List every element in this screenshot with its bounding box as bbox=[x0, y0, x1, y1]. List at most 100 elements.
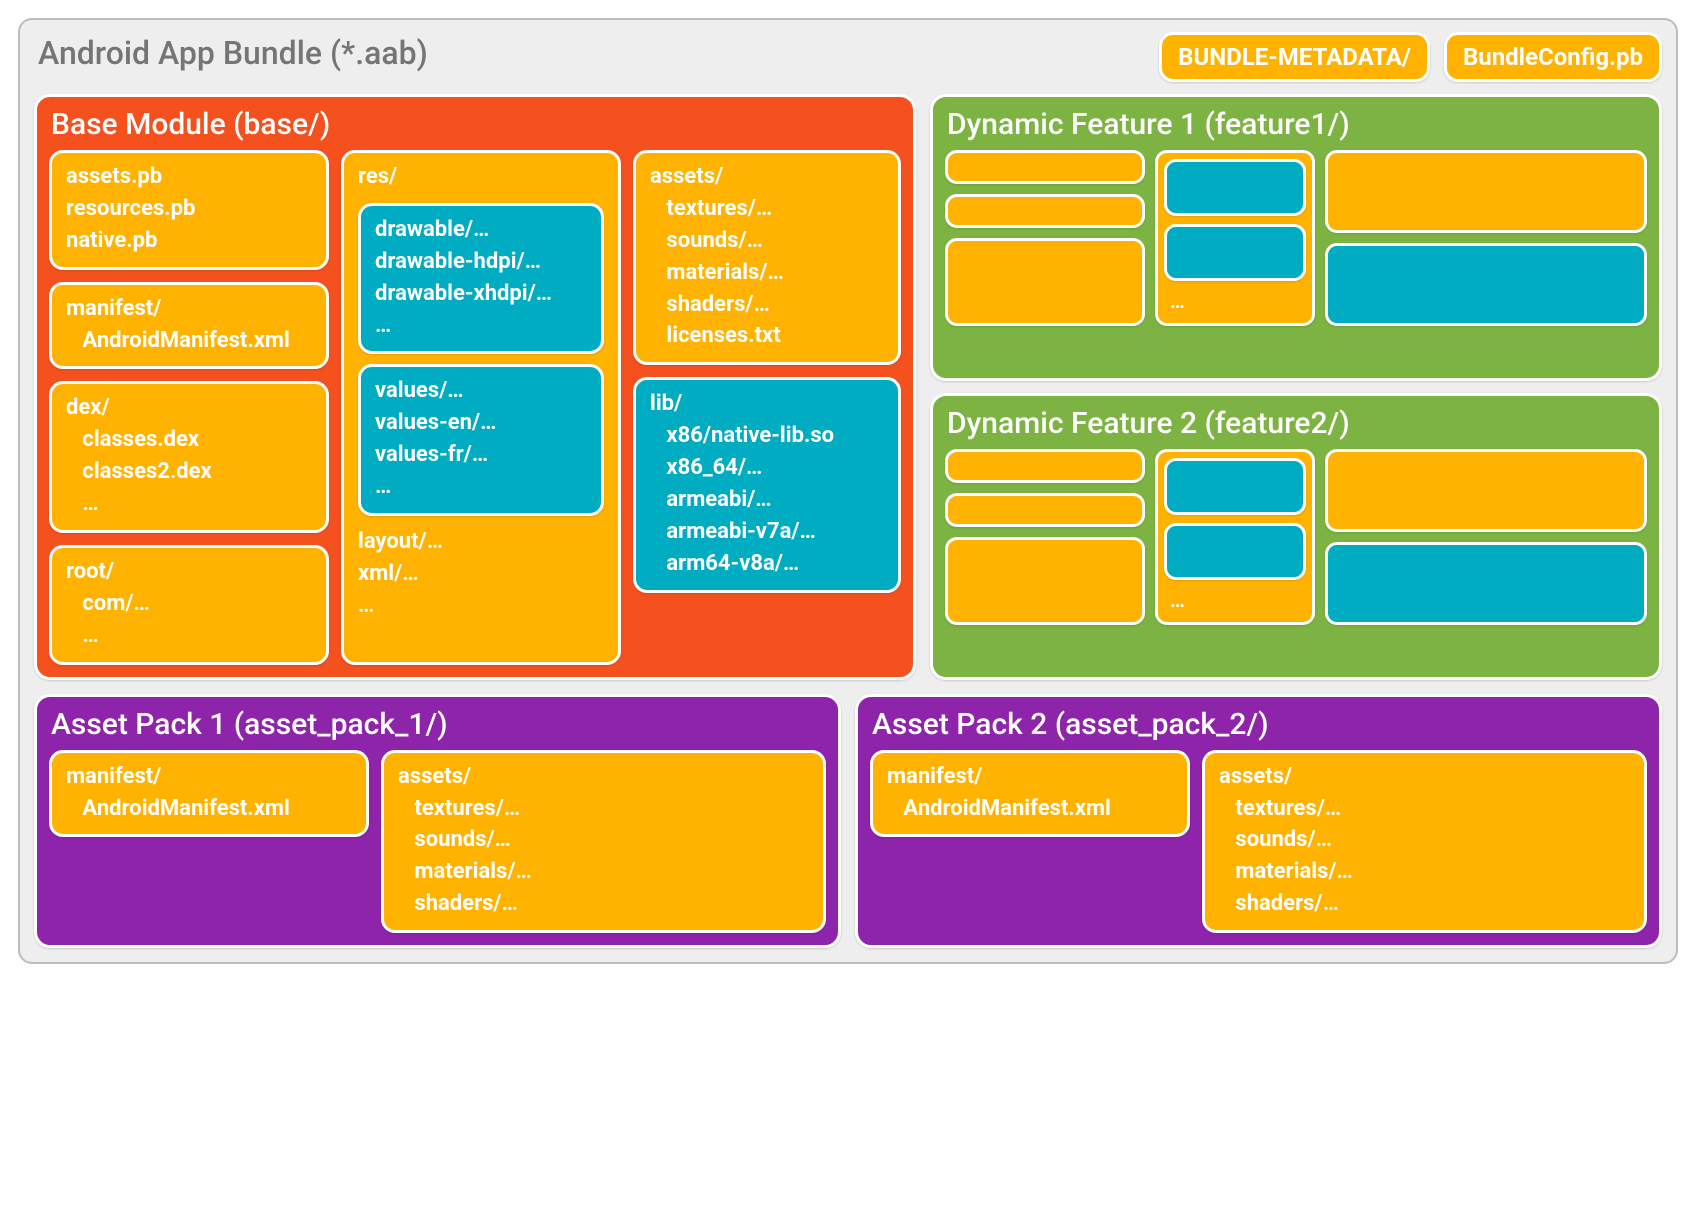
text-line: shaders/… bbox=[398, 888, 809, 920]
text-line: textures/… bbox=[1219, 793, 1630, 825]
asset1-manifest: manifest/ AndroidManifest.xml bbox=[49, 750, 369, 838]
feature2-title: Dynamic Feature 2 (feature2/) bbox=[947, 406, 1647, 441]
row-top: Base Module (base/) assets.pbresources.p… bbox=[34, 94, 1662, 680]
f2-mini-2 bbox=[945, 493, 1145, 527]
f1-mini-res: … bbox=[1155, 150, 1315, 326]
text-line: … bbox=[358, 590, 604, 622]
text-line: textures/… bbox=[398, 793, 809, 825]
base-col3: assets/ textures/… sounds/… materials/… … bbox=[633, 150, 901, 665]
text-line: materials/… bbox=[1219, 856, 1630, 888]
base-title: Base Module (base/) bbox=[51, 107, 901, 142]
text-line: com/… bbox=[66, 588, 312, 620]
text-line: x86/native-lib.so bbox=[650, 420, 884, 452]
text-line: classes.dex bbox=[66, 424, 312, 456]
f2-mini-res-a bbox=[1164, 458, 1306, 515]
text-line: manifest/ bbox=[66, 293, 312, 325]
text-line: textures/… bbox=[650, 193, 884, 225]
asset2-assets: assets/ textures/… sounds/… materials/… … bbox=[1202, 750, 1647, 933]
base-col2: res/ drawable/…drawable-hdpi/…drawable-x… bbox=[341, 150, 621, 665]
text-line: materials/… bbox=[650, 257, 884, 289]
text-line: values-en/… bbox=[375, 407, 587, 439]
text-line: assets/ bbox=[1219, 761, 1630, 793]
text-line: values-fr/… bbox=[375, 439, 587, 471]
feature1-module: Dynamic Feature 1 (feature1/) … bbox=[930, 94, 1662, 381]
base-card-lib: lib/ x86/native-lib.so x86_64/… armeabi/… bbox=[633, 377, 901, 592]
text-line: assets.pb bbox=[66, 161, 312, 193]
text-line: native.pb bbox=[66, 225, 312, 257]
pill-bundle-metadata: BUNDLE-METADATA/ bbox=[1159, 32, 1430, 82]
f1-mini-1 bbox=[945, 150, 1145, 184]
text-line: shaders/… bbox=[1219, 888, 1630, 920]
base-card-pb: assets.pbresources.pbnative.pb bbox=[49, 150, 329, 270]
f1-mini-res-a bbox=[1164, 159, 1306, 216]
f1-mini-res-label: … bbox=[1164, 289, 1191, 317]
text-line: drawable/… bbox=[375, 214, 587, 246]
f2-mini-res-label: … bbox=[1164, 588, 1191, 616]
text-line: sounds/… bbox=[1219, 824, 1630, 856]
text-line: shaders/… bbox=[650, 289, 884, 321]
asset1-module: Asset Pack 1 (asset_pack_1/) manifest/ A… bbox=[34, 694, 841, 948]
text-line: sounds/… bbox=[650, 225, 884, 257]
text-line: xml/… bbox=[358, 558, 604, 590]
text-line: AndroidManifest.xml bbox=[66, 325, 312, 357]
f2-mini-res-b bbox=[1164, 523, 1306, 580]
text-line: … bbox=[66, 488, 312, 520]
text-line: … bbox=[66, 620, 312, 652]
base-card-assets: assets/ textures/… sounds/… materials/… … bbox=[633, 150, 901, 365]
base-card-root: root/ com/… … bbox=[49, 545, 329, 665]
text-line: … bbox=[375, 310, 587, 342]
f1-mini-4 bbox=[1325, 150, 1647, 233]
res-header: res/ bbox=[358, 161, 604, 193]
text-line: x86_64/… bbox=[650, 452, 884, 484]
res-footer: layout/…xml/…… bbox=[358, 526, 604, 622]
text-line: … bbox=[375, 471, 587, 503]
text-line: layout/… bbox=[358, 526, 604, 558]
text-line: materials/… bbox=[398, 856, 809, 888]
feature1-title: Dynamic Feature 1 (feature1/) bbox=[947, 107, 1647, 142]
res-values: values/…values-en/…values-fr/…… bbox=[358, 364, 604, 516]
text-line: armeabi/… bbox=[650, 484, 884, 516]
pill-bundleconfig: BundleConfig.pb bbox=[1444, 32, 1662, 82]
feature2-module: Dynamic Feature 2 (feature2/) … bbox=[930, 393, 1662, 680]
text-line: manifest/ bbox=[66, 761, 352, 793]
text-line: assets/ bbox=[650, 161, 884, 193]
text-line: resources.pb bbox=[66, 193, 312, 225]
asset1-assets: assets/ textures/… sounds/… materials/… … bbox=[381, 750, 826, 933]
base-card-res: res/ drawable/…drawable-hdpi/…drawable-x… bbox=[341, 150, 621, 665]
row-assets: Asset Pack 1 (asset_pack_1/) manifest/ A… bbox=[34, 694, 1662, 948]
base-module: Base Module (base/) assets.pbresources.p… bbox=[34, 94, 916, 680]
asset1-title: Asset Pack 1 (asset_pack_1/) bbox=[51, 707, 826, 742]
outer-title: Android App Bundle (*.aab) bbox=[34, 32, 432, 74]
aab-outer-container: Android App Bundle (*.aab) BUNDLE-METADA… bbox=[18, 18, 1678, 964]
f1-mini-2 bbox=[945, 194, 1145, 228]
text-line: classes2.dex bbox=[66, 456, 312, 488]
f2-mini-3 bbox=[945, 537, 1145, 625]
f2-mini-res: … bbox=[1155, 449, 1315, 625]
outer-header: Android App Bundle (*.aab) BUNDLE-METADA… bbox=[34, 32, 1662, 82]
base-card-manifest: manifest/ AndroidManifest.xml bbox=[49, 282, 329, 370]
text-line: drawable-xhdpi/… bbox=[375, 278, 587, 310]
text-line: arm64-v8a/… bbox=[650, 548, 884, 580]
text-line: sounds/… bbox=[398, 824, 809, 856]
features-column: Dynamic Feature 1 (feature1/) … bbox=[930, 94, 1662, 680]
text-line: lib/ bbox=[650, 388, 884, 420]
text-line: AndroidManifest.xml bbox=[66, 793, 352, 825]
f2-mini-4 bbox=[1325, 449, 1647, 532]
res-drawable: drawable/…drawable-hdpi/…drawable-xhdpi/… bbox=[358, 203, 604, 355]
text-line: drawable-hdpi/… bbox=[375, 246, 587, 278]
base-card-dex: dex/ classes.dex classes2.dex … bbox=[49, 381, 329, 533]
f1-mini-3 bbox=[945, 238, 1145, 326]
asset2-title: Asset Pack 2 (asset_pack_2/) bbox=[872, 707, 1647, 742]
f2-mini-1 bbox=[945, 449, 1145, 483]
asset2-module: Asset Pack 2 (asset_pack_2/) manifest/ A… bbox=[855, 694, 1662, 948]
text-line: manifest/ bbox=[887, 761, 1173, 793]
text-line: armeabi-v7a/… bbox=[650, 516, 884, 548]
text-line: dex/ bbox=[66, 392, 312, 424]
text-line: licenses.txt bbox=[650, 320, 884, 352]
text-line: values/… bbox=[375, 375, 587, 407]
f2-mini-5 bbox=[1325, 542, 1647, 625]
text-line: root/ bbox=[66, 556, 312, 588]
f1-mini-res-b bbox=[1164, 224, 1306, 281]
text-line: AndroidManifest.xml bbox=[887, 793, 1173, 825]
f1-mini-5 bbox=[1325, 243, 1647, 326]
